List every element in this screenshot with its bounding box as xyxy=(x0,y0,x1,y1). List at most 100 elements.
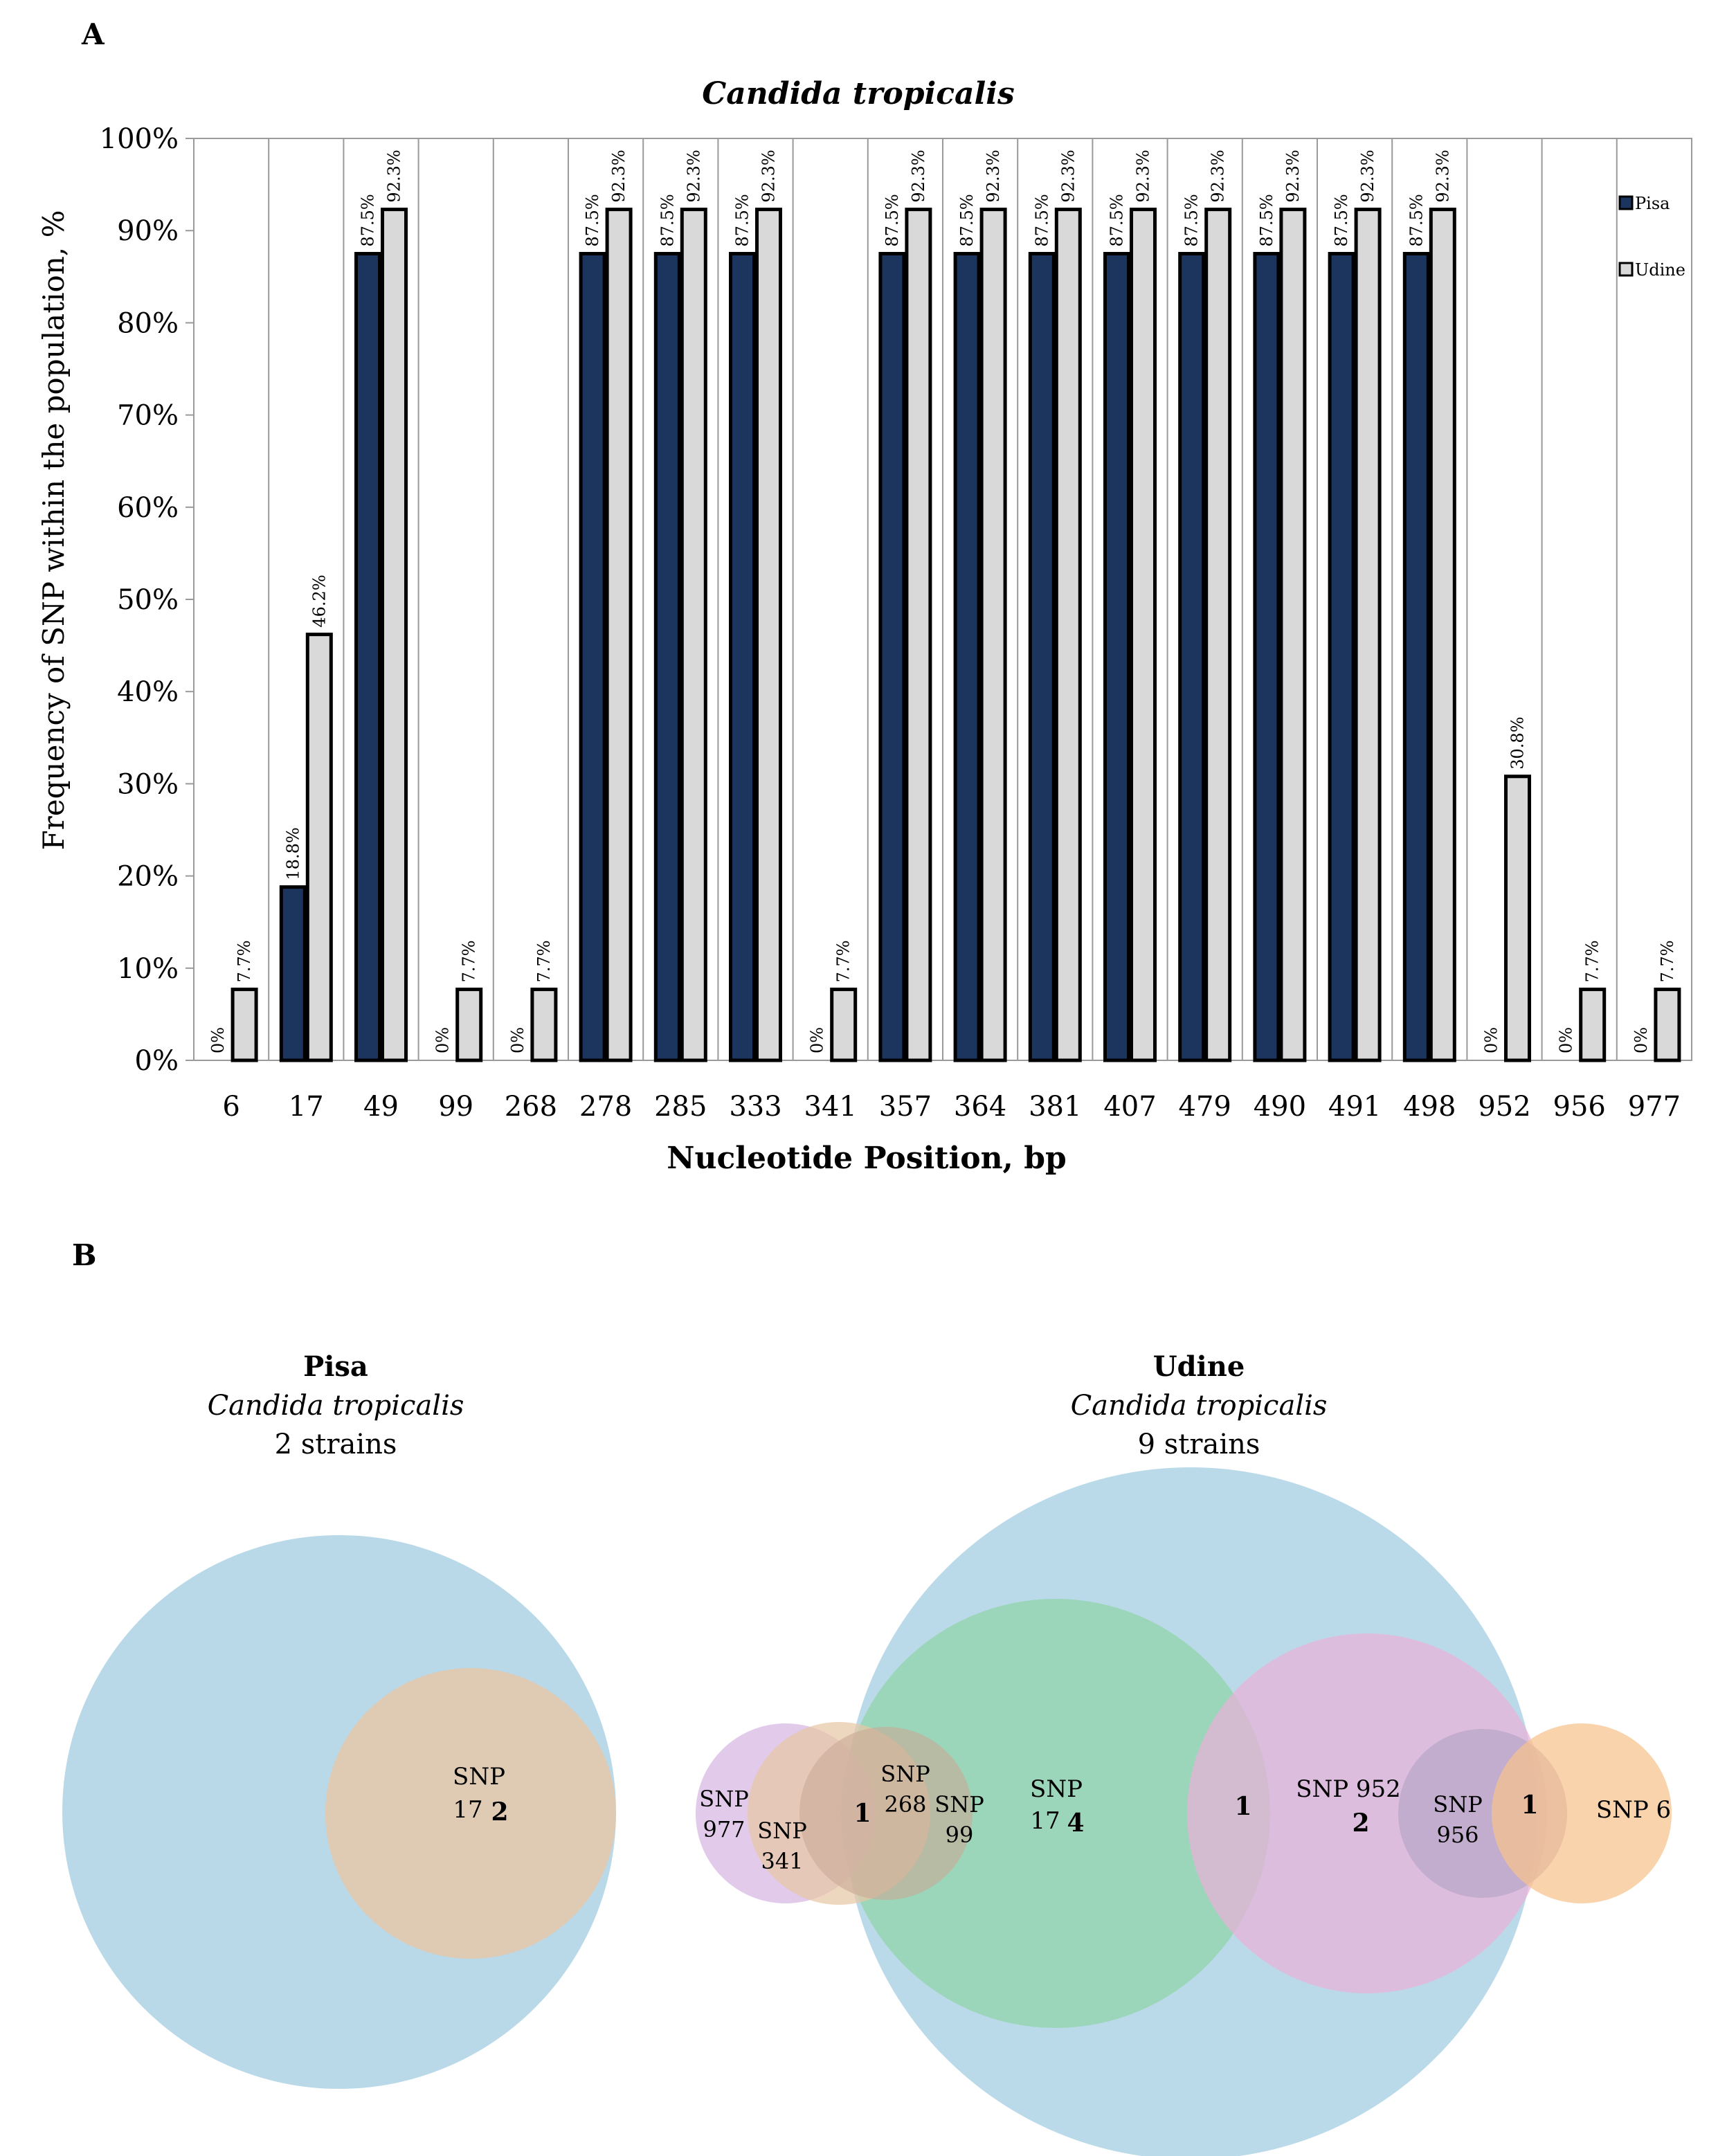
bar-udine xyxy=(1354,208,1382,1062)
udine-snp17-count: 4 xyxy=(1067,1809,1084,1838)
x-tick-label: 285 xyxy=(654,1091,707,1123)
x-tick-label: 407 xyxy=(1103,1091,1156,1123)
bar-udine xyxy=(305,633,333,1062)
x-tick-label: 956 xyxy=(1553,1091,1606,1123)
data-label-pisa: 0% xyxy=(208,1027,228,1053)
data-label-udine: 7.7% xyxy=(834,940,853,982)
y-tick-label: 40% xyxy=(117,676,179,708)
bar-pisa xyxy=(1402,252,1430,1062)
udine-count-right: 1 xyxy=(1521,1791,1538,1820)
bar-udine xyxy=(1054,208,1082,1062)
udine-circle-snp17 xyxy=(841,1599,1270,2028)
bar-pisa xyxy=(579,252,606,1062)
x-tick-label: 490 xyxy=(1254,1091,1306,1123)
data-label-pisa: 87.5% xyxy=(883,194,902,246)
data-label-udine: 92.3% xyxy=(984,150,1003,202)
data-label-pisa: 87.5% xyxy=(1182,194,1202,246)
pisa-title: Pisa xyxy=(303,1350,368,1383)
data-label-pisa: 87.5% xyxy=(1332,194,1351,246)
udine-circle-snp952 xyxy=(1187,1633,1547,1993)
bar-udine xyxy=(680,208,707,1062)
data-label-udine: 7.7% xyxy=(235,940,254,982)
x-tick-label: 278 xyxy=(579,1091,632,1123)
udine-snp268-b: 268 xyxy=(884,1791,926,1818)
data-label-udine: 92.3% xyxy=(1358,150,1377,202)
y-tick-label: 90% xyxy=(117,215,179,247)
udine-snp956-a: SNP xyxy=(1433,1791,1482,1818)
bar-udine xyxy=(1130,208,1157,1062)
legend-label-udine: Udine xyxy=(1635,260,1685,280)
bar-udine xyxy=(230,987,258,1062)
data-label-pisa: 87.5% xyxy=(1107,194,1127,246)
data-label-pisa: 87.5% xyxy=(359,194,378,246)
data-label-pisa: 0% xyxy=(1631,1027,1651,1053)
y-tick-label: 80% xyxy=(117,307,179,339)
bar-pisa xyxy=(1103,252,1130,1062)
x-tick-label: 99 xyxy=(438,1091,473,1123)
x-axis-label: Nucleotide Position, bp xyxy=(667,1141,1066,1176)
x-tick-label: 977 xyxy=(1628,1091,1681,1123)
bar-udine xyxy=(1204,208,1232,1062)
x-tick-label: 341 xyxy=(804,1091,857,1123)
data-label-udine: 92.3% xyxy=(1433,150,1452,202)
udine-title: Udine xyxy=(1153,1350,1245,1383)
pisa-species: Candida tropicalis xyxy=(208,1390,464,1422)
data-label-pisa: 0% xyxy=(808,1027,827,1053)
data-label-udine: 30.8% xyxy=(1508,716,1528,769)
bar-udine xyxy=(1579,987,1607,1062)
pisa-snp-label: SNP xyxy=(453,1763,505,1791)
data-label-udine: 7.7% xyxy=(1658,940,1677,982)
legend-label-pisa: Pisa xyxy=(1635,194,1670,213)
x-tick-label: 333 xyxy=(729,1091,781,1123)
bar-udine xyxy=(1429,208,1456,1062)
bar-pisa xyxy=(279,885,307,1062)
data-label-pisa: 87.5% xyxy=(583,194,602,246)
pisa-snp-count: 2 xyxy=(491,1797,508,1827)
data-label-udine: 7.7% xyxy=(534,940,554,982)
x-tick-label: 381 xyxy=(1029,1091,1081,1123)
data-label-pisa: 87.5% xyxy=(1257,194,1276,246)
x-tick-label: 17 xyxy=(289,1091,324,1123)
data-label-pisa: 0% xyxy=(433,1027,453,1053)
udine-snp99-a: SNP xyxy=(934,1791,984,1818)
y-tick-label: 70% xyxy=(117,400,179,432)
bar-pisa xyxy=(953,252,981,1062)
udine-circle-snp6 xyxy=(1492,1723,1672,1903)
data-label-udine: 46.2% xyxy=(309,574,329,627)
bar-udine xyxy=(605,208,633,1062)
udine-snp341-b: 341 xyxy=(761,1848,803,1874)
data-label-udine: 92.3% xyxy=(1283,150,1303,202)
pisa-circle-snp17 xyxy=(325,1668,616,1959)
udine-count-mid: 1 xyxy=(1234,1792,1251,1821)
x-tick-label: 498 xyxy=(1403,1091,1456,1123)
bar-udine xyxy=(530,987,558,1062)
x-tick-label: 364 xyxy=(954,1091,1006,1123)
y-axis-label: Frequency of SNP within the population, … xyxy=(37,210,71,851)
udine-count-left: 1 xyxy=(853,1799,871,1828)
bar-udine xyxy=(830,987,858,1062)
bar-pisa xyxy=(1178,252,1206,1062)
udine-snp977-b: 977 xyxy=(703,1816,745,1842)
bar-udine xyxy=(905,208,932,1062)
bar-udine xyxy=(1504,774,1531,1062)
panel-a-label: A xyxy=(81,17,105,51)
udine-snp268-a: SNP xyxy=(880,1761,930,1787)
x-tick-label: 491 xyxy=(1328,1091,1381,1123)
y-tick-label: 50% xyxy=(117,584,179,616)
bar-pisa xyxy=(653,252,681,1062)
bar-udine xyxy=(455,987,483,1062)
udine-snp17-a: SNP xyxy=(1030,1775,1083,1803)
x-tick-label: 357 xyxy=(879,1091,932,1123)
udine-species: Candida tropicalis xyxy=(1071,1390,1328,1422)
chart-title: Candida tropicalis xyxy=(702,76,1014,111)
udine-snp956-b: 956 xyxy=(1436,1822,1479,1848)
pisa-strains: 2 strains xyxy=(275,1429,397,1460)
y-tick-label: 100% xyxy=(100,123,179,155)
x-tick-label: 268 xyxy=(505,1091,557,1123)
data-label-pisa: 87.5% xyxy=(658,194,677,246)
x-tick-label: 49 xyxy=(363,1091,399,1123)
udine-snp952-count: 2 xyxy=(1352,1809,1369,1838)
bar-pisa xyxy=(1253,252,1281,1062)
legend-swatch-pisa xyxy=(1618,195,1634,210)
x-tick-label: 952 xyxy=(1478,1091,1530,1123)
